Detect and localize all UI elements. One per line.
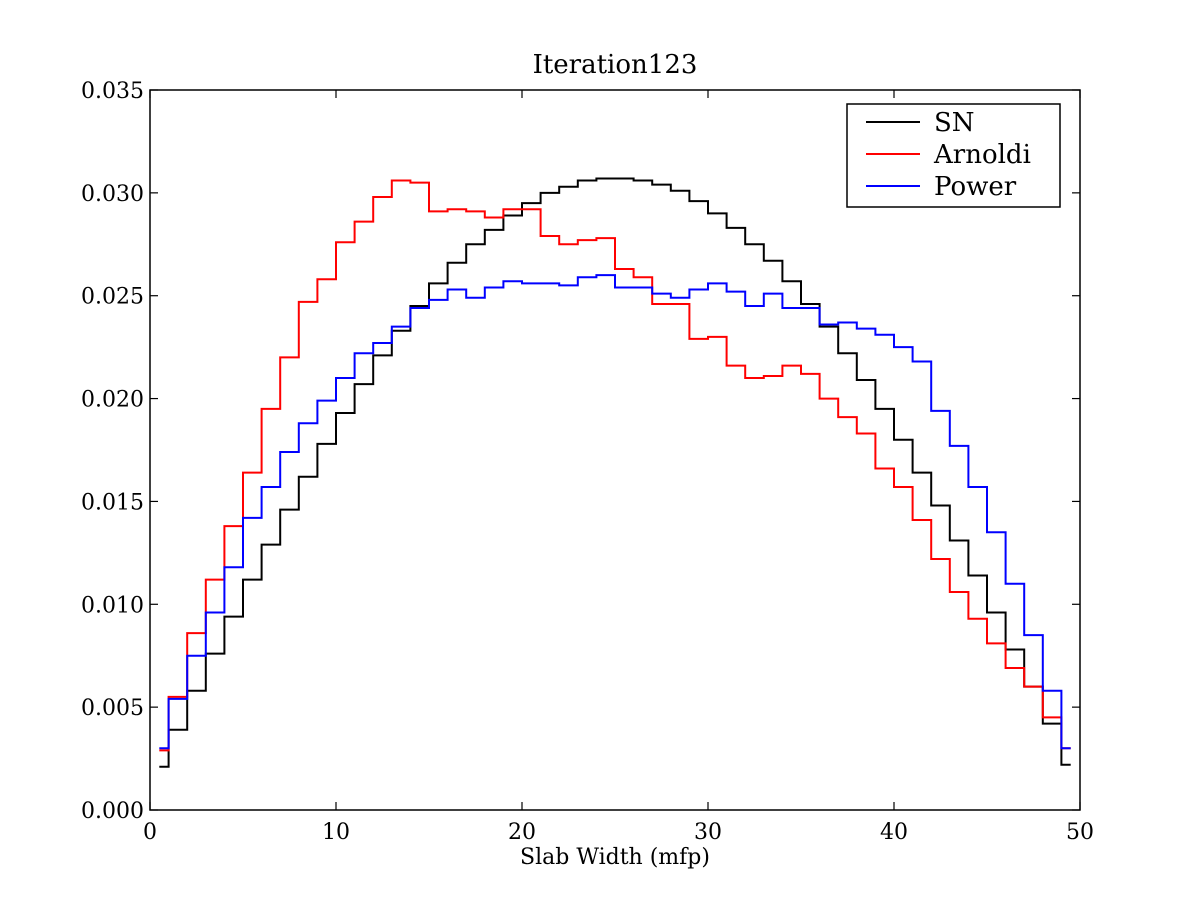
tick-layer: 0 10 20 30 40 50 0.000 0.005 0.010 0.015 0.020 0.02… — [81, 79, 1094, 845]
y-tick-label: 0.015 — [81, 490, 144, 515]
series-line-power — [159, 274, 1071, 750]
y-tick-label: 0.010 — [81, 593, 144, 618]
x-tick-label: 30 — [694, 820, 722, 845]
x-tick-label: 50 — [1066, 820, 1094, 845]
plot-frame — [149, 89, 1081, 811]
y-tick-label: 0.005 — [81, 696, 144, 721]
y-tick-label: 0.035 — [81, 79, 144, 104]
x-axis-label: Slab Width (mfp) — [520, 845, 710, 870]
y-tick-label: 0.000 — [81, 799, 144, 824]
y-tick-label: 0.025 — [81, 285, 144, 310]
x-tick-label: 10 — [322, 820, 350, 845]
x-tick-label: 20 — [508, 820, 536, 845]
x-tick-label: 0 — [143, 820, 157, 845]
legend-label: SN — [934, 108, 975, 138]
y-tick-label: 0.020 — [81, 388, 144, 413]
series-layer — [159, 177, 1071, 768]
chart-title: Iteration123 — [533, 50, 698, 80]
series-line-sn — [159, 177, 1071, 768]
legend-label: Power — [934, 172, 1017, 202]
series-line-arnoldi — [159, 179, 1071, 752]
legend-label: Arnoldi — [933, 140, 1031, 170]
y-tick-label: 0.030 — [81, 182, 144, 207]
x-tick-label: 40 — [880, 820, 908, 845]
